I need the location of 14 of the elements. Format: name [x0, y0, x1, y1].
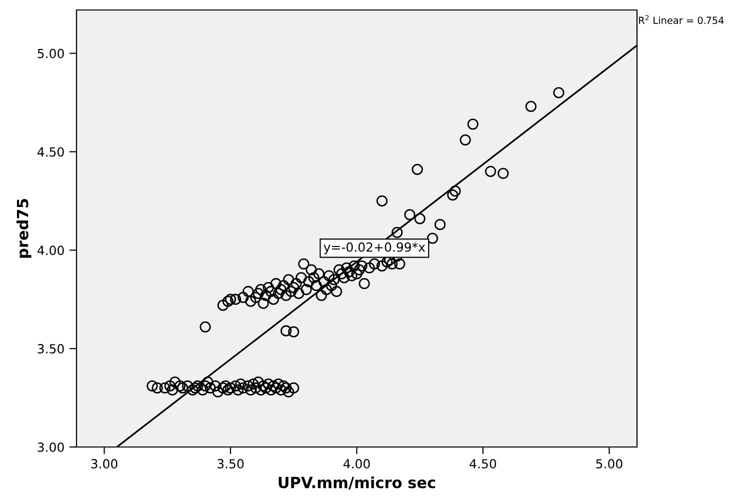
annotation: y=-0.02+0.99*x [324, 242, 426, 254]
y-tick-label: 4.00 [37, 246, 64, 256]
y-tick-label: 3.00 [38, 442, 64, 452]
x-tick-label: 4.50 [470, 459, 496, 468]
x-tick-label: 3.00 [91, 459, 118, 468]
x-tick-label: 3.50 [218, 459, 244, 468]
y-tick-label: 3.50 [38, 344, 64, 354]
x-tick-label: 4.00 [343, 459, 370, 468]
x-axis-title: UPV.mm/micro sec [278, 476, 436, 490]
y-tick-label: 5.00 [38, 48, 64, 58]
x-tick-label: 5.00 [596, 459, 622, 468]
y-tick-label: 4.50 [37, 147, 64, 157]
y-axis-title: pred75 [16, 199, 32, 258]
text: R$^{2}$ Linear = 0.754 [639, 15, 724, 24]
